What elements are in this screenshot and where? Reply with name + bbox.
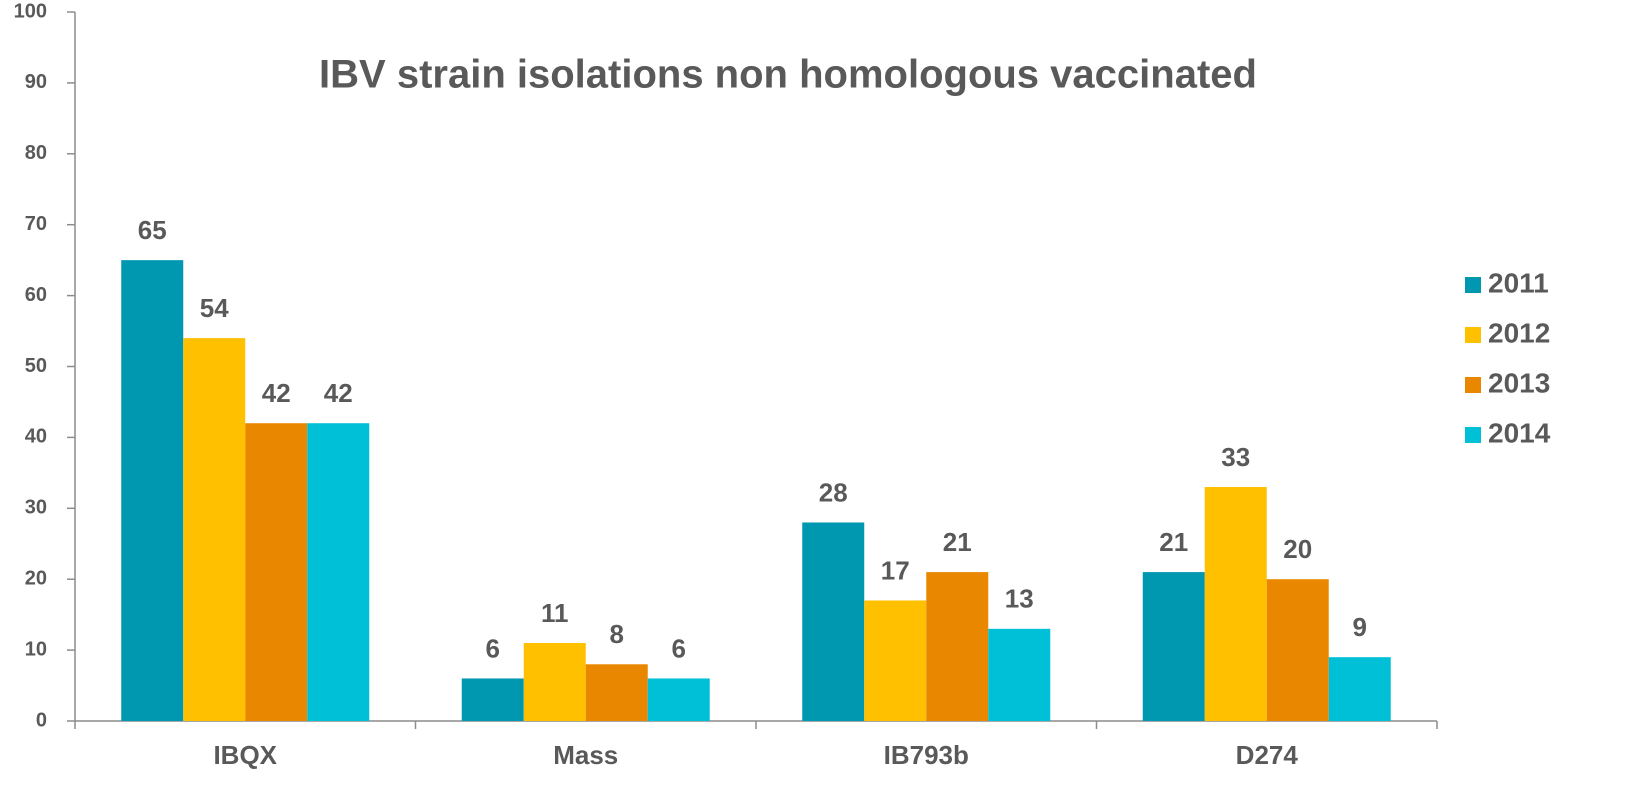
data-label: 8 [610,619,624,649]
legend-label: 2012 [1488,317,1550,348]
y-tick-label: 10 [25,638,47,660]
y-tick-label: 60 [25,284,47,306]
y-tick-label: 100 [14,0,47,22]
data-label: 17 [881,555,910,585]
bar [1142,572,1205,721]
y-tick-label: 20 [25,567,47,589]
data-label: 42 [262,378,291,408]
chart-title: IBV strain isolations non homologous vac… [319,53,1257,97]
bar [307,423,370,721]
data-label: 6 [486,633,500,663]
bar [926,572,989,721]
data-label: 65 [138,215,167,245]
data-label: 33 [1221,442,1250,472]
bar [802,522,865,721]
data-label: 54 [200,293,229,323]
data-label: 13 [1005,584,1034,614]
x-tick-label: Mass [553,740,618,770]
bar [1328,657,1391,721]
data-label: 20 [1283,534,1312,564]
bar [523,643,586,721]
bar [1204,487,1267,721]
data-label: 42 [324,378,353,408]
y-tick-label: 90 [25,71,47,93]
y-tick-label: 80 [25,142,47,164]
legend-swatch [1465,277,1481,293]
legend-swatch [1465,427,1481,443]
data-label: 21 [943,527,972,557]
y-tick-label: 50 [25,355,47,377]
legend-swatch [1465,377,1481,393]
data-label: 6 [672,633,686,663]
legend-label: 2013 [1488,367,1550,398]
legend-label: 2011 [1488,267,1549,298]
bar [183,338,246,721]
x-tick-label: D274 [1236,740,1299,770]
data-label: 21 [1159,527,1188,557]
bar [988,628,1051,721]
y-tick-label: 30 [25,497,47,519]
x-tick-label: IB793b [884,740,969,770]
legend-swatch [1465,327,1481,343]
bar [647,678,710,721]
bar [1266,579,1329,721]
y-tick-label: 70 [25,213,47,235]
y-tick-label: 40 [25,426,47,448]
data-label: 9 [1353,612,1367,642]
data-label: 28 [819,477,848,507]
bar [245,423,308,721]
y-tick-label: 0 [36,709,47,731]
x-tick-label: IBQX [213,740,277,770]
bar [121,260,184,721]
bar [864,600,927,721]
data-label: 11 [541,598,569,628]
bar [585,664,648,721]
bar [461,678,524,721]
legend-label: 2014 [1488,417,1551,448]
